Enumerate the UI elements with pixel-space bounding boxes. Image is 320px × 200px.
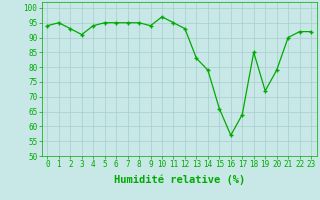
X-axis label: Humidité relative (%): Humidité relative (%) (114, 175, 245, 185)
